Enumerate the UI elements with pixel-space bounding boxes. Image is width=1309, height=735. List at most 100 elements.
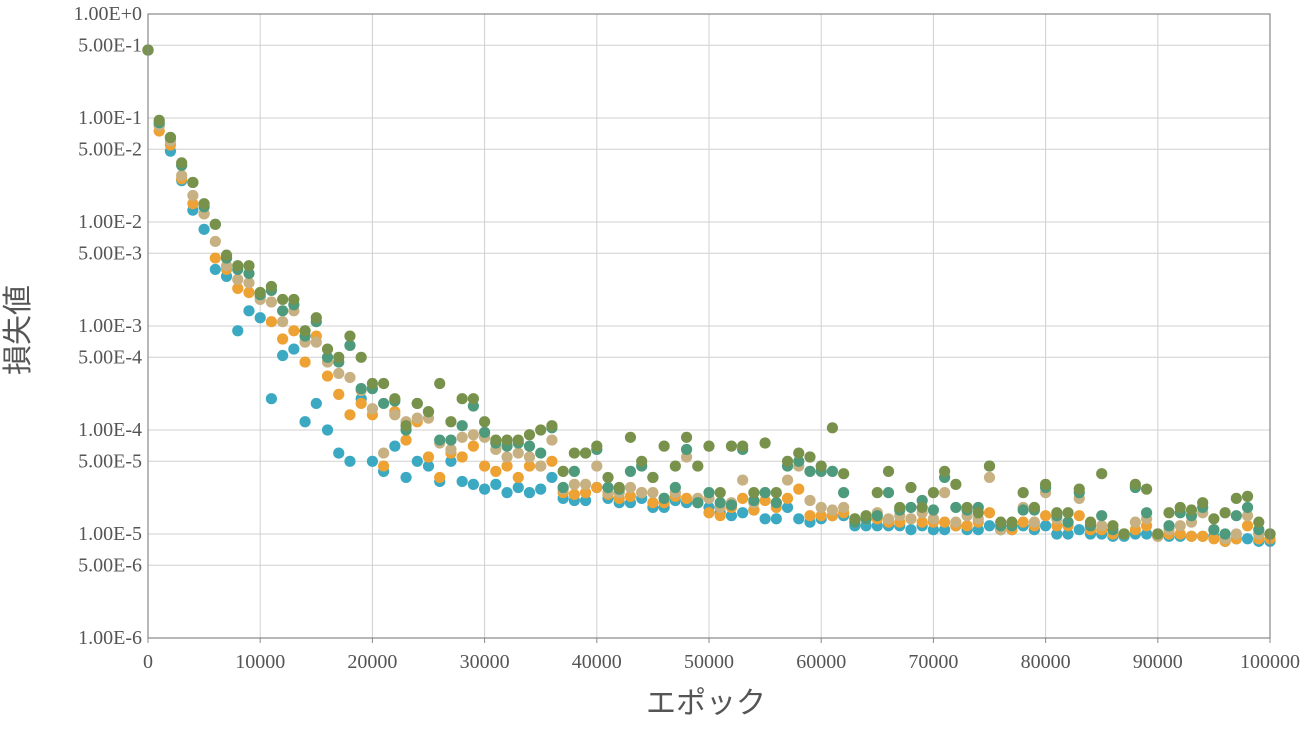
data-point bbox=[568, 488, 580, 501]
data-point bbox=[288, 325, 300, 337]
data-point bbox=[411, 397, 423, 410]
data-point bbox=[1163, 507, 1175, 519]
data-point bbox=[467, 478, 479, 490]
data-point bbox=[905, 481, 917, 494]
data-point bbox=[467, 393, 479, 405]
data-point bbox=[254, 312, 266, 324]
data-point bbox=[759, 487, 771, 499]
data-point bbox=[187, 176, 199, 189]
data-point bbox=[1230, 528, 1242, 540]
data-point bbox=[422, 460, 435, 472]
data-point bbox=[243, 260, 255, 272]
data-point bbox=[479, 483, 491, 495]
data-point bbox=[692, 497, 704, 509]
data-point bbox=[277, 293, 289, 306]
data-point bbox=[456, 393, 468, 405]
data-point bbox=[265, 393, 278, 405]
data-point bbox=[579, 494, 592, 507]
data-point bbox=[1028, 501, 1040, 514]
data-point bbox=[1174, 501, 1186, 514]
data-point bbox=[737, 474, 749, 486]
data-point bbox=[546, 455, 558, 467]
data-point bbox=[793, 513, 805, 525]
data-point bbox=[624, 431, 637, 443]
data-point bbox=[456, 475, 468, 488]
x-tick-label: 90000 bbox=[1133, 651, 1183, 673]
data-point bbox=[501, 434, 513, 446]
data-point bbox=[636, 455, 648, 467]
data-point bbox=[1006, 516, 1018, 528]
data-point bbox=[1096, 520, 1108, 532]
x-tick-label: 100000 bbox=[1240, 651, 1300, 673]
data-point bbox=[546, 471, 558, 484]
data-point bbox=[916, 516, 928, 528]
data-point bbox=[1017, 516, 1029, 528]
data-point bbox=[781, 501, 794, 514]
data-point bbox=[400, 471, 412, 484]
data-point bbox=[434, 377, 446, 390]
data-point bbox=[1118, 528, 1130, 540]
data-point bbox=[826, 422, 839, 434]
data-point bbox=[310, 336, 322, 348]
data-point bbox=[523, 487, 536, 499]
data-point bbox=[770, 487, 782, 499]
data-point bbox=[680, 431, 693, 443]
y-tick-label: 5.00E-1 bbox=[78, 34, 142, 56]
data-point bbox=[804, 494, 816, 507]
data-point bbox=[804, 510, 816, 522]
data-point bbox=[557, 481, 569, 494]
data-point bbox=[288, 293, 300, 306]
y-tick-label: 5.00E-6 bbox=[78, 554, 142, 576]
data-point bbox=[624, 490, 637, 502]
data-point bbox=[232, 273, 244, 286]
data-point bbox=[299, 325, 311, 337]
data-point bbox=[1051, 507, 1063, 519]
data-point bbox=[378, 460, 390, 472]
data-point bbox=[950, 516, 962, 528]
data-point bbox=[1197, 530, 1209, 542]
data-point bbox=[983, 471, 996, 484]
data-point bbox=[456, 431, 468, 443]
data-point bbox=[479, 460, 491, 472]
data-point bbox=[557, 465, 569, 477]
data-point bbox=[680, 443, 693, 456]
data-point bbox=[333, 367, 345, 380]
data-point bbox=[1129, 516, 1141, 528]
data-point bbox=[523, 440, 536, 452]
data-point bbox=[826, 465, 839, 477]
data-point bbox=[871, 510, 883, 522]
data-point bbox=[1241, 520, 1254, 532]
data-point bbox=[265, 280, 278, 293]
x-tick-label: 10000 bbox=[235, 651, 285, 673]
data-point bbox=[1028, 516, 1040, 528]
x-tick-label: 0 bbox=[143, 651, 153, 673]
data-point bbox=[737, 492, 749, 504]
data-point bbox=[355, 383, 367, 395]
data-point bbox=[434, 434, 446, 446]
data-point bbox=[647, 471, 659, 484]
data-point bbox=[512, 471, 524, 484]
data-point bbox=[972, 507, 984, 519]
data-point bbox=[535, 460, 547, 472]
data-point bbox=[321, 343, 334, 355]
data-point bbox=[1208, 513, 1220, 525]
data-point bbox=[793, 447, 805, 459]
data-point bbox=[815, 510, 827, 522]
data-point bbox=[389, 409, 401, 421]
data-point bbox=[344, 455, 356, 467]
data-point bbox=[1230, 492, 1242, 504]
data-point bbox=[950, 478, 962, 490]
data-point bbox=[1140, 507, 1153, 519]
data-point bbox=[1073, 510, 1085, 522]
data-point bbox=[209, 263, 221, 276]
data-point bbox=[714, 497, 726, 509]
data-point bbox=[882, 487, 895, 499]
data-point bbox=[1219, 528, 1231, 540]
x-tick-label: 70000 bbox=[908, 651, 958, 673]
data-point bbox=[1040, 520, 1052, 532]
data-point bbox=[479, 426, 491, 438]
data-point bbox=[748, 494, 760, 507]
data-point bbox=[344, 409, 356, 421]
data-point bbox=[759, 494, 771, 507]
data-point bbox=[265, 316, 278, 328]
